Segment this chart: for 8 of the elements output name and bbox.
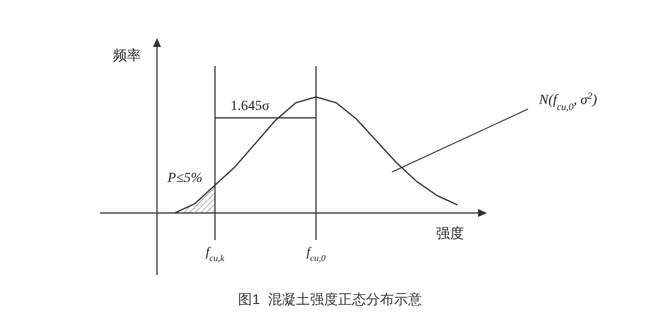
annotation: 1.645σ: [230, 99, 270, 114]
x-tick-label: f$_{cu,0}$: [306, 244, 326, 263]
x-axis-title: 强度: [436, 225, 464, 241]
text: N(f$_{cu,0}$, σ$^{2}$): [538, 90, 598, 112]
y-axis-title: 频率: [113, 47, 141, 63]
text: 图1 混凝土强度正态分布示意: [238, 291, 422, 307]
x-tick-label: f$_{cu,k}$: [206, 244, 226, 263]
annotation: P≤5%: [166, 171, 202, 186]
